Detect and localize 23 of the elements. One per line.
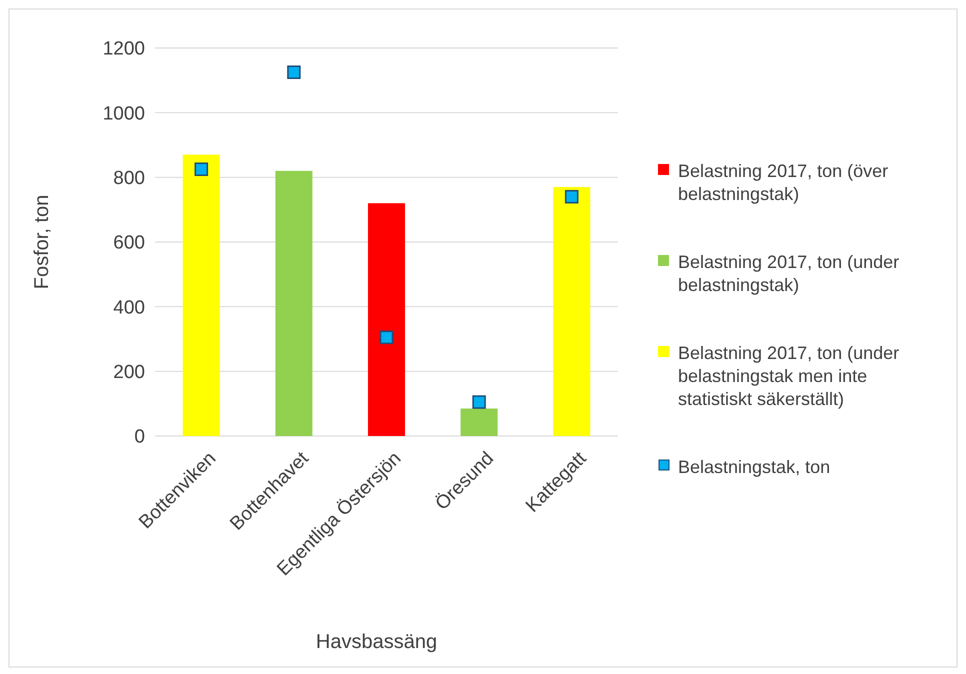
bar	[182, 154, 220, 436]
y-tick-label: 400	[113, 297, 145, 318]
legend-label: Belastning 2017, ton (över belastningstak)	[678, 161, 888, 204]
y-tick-label: 1000	[102, 103, 145, 124]
x-axis-title: Havsbassäng	[316, 631, 438, 653]
y-tick-label: 1200	[102, 38, 145, 60]
point	[287, 66, 301, 79]
point	[194, 162, 208, 176]
bar	[368, 203, 406, 436]
legend-label: Belastning 2017, ton (under belastningstak men inte statistiskt säkerställt)	[678, 343, 900, 409]
legend-label: Belastningstak, ton	[678, 457, 830, 477]
point	[564, 190, 578, 204]
bar	[275, 170, 312, 436]
point	[380, 330, 394, 344]
point	[472, 395, 486, 409]
legend-label: Belastning 2017, ton (under belastningstak)	[678, 252, 900, 295]
y-tick-label: 0	[134, 426, 145, 448]
y-tick-label: 800	[113, 168, 145, 189]
y-tick-label: 600	[113, 232, 145, 254]
y-axis-title: Fosfor, ton	[31, 194, 53, 290]
bar	[553, 187, 590, 436]
y-tick-label: 200	[113, 362, 145, 383]
bar	[460, 408, 498, 436]
